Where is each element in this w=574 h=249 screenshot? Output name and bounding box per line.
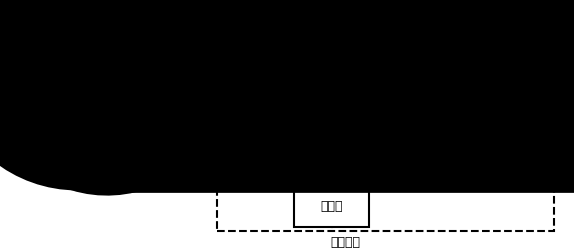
Text: $\tau_0$: $\tau_0$ [445, 56, 460, 70]
Text: $N_t$: $N_t$ [298, 37, 312, 51]
Bar [263, 84, 389, 162]
Text: 输出系统: 输出系统 [330, 236, 360, 249]
Text: 电机二: 电机二 [320, 200, 343, 213]
Text: q: q [433, 87, 443, 101]
Text: 减速器: 减速器 [158, 118, 181, 131]
Text: l: l [430, 137, 434, 151]
Bar [325, 173, 339, 185]
Text: VSEA: VSEA [306, 115, 346, 130]
Bar [130, 96, 210, 154]
Bar [51, 96, 121, 154]
Bar [294, 185, 369, 227]
Text: m、$I_m$: m、$I_m$ [499, 62, 531, 77]
Circle shape [472, 60, 491, 79]
Text: 电 机: 电 机 [76, 118, 95, 131]
Text: θ: θ [258, 91, 266, 105]
Circle shape [443, 41, 462, 60]
Circle shape [417, 60, 436, 79]
Text: $N_a$: $N_a$ [356, 54, 371, 68]
Text: τ: τ [248, 147, 257, 161]
Bar [218, 11, 554, 231]
